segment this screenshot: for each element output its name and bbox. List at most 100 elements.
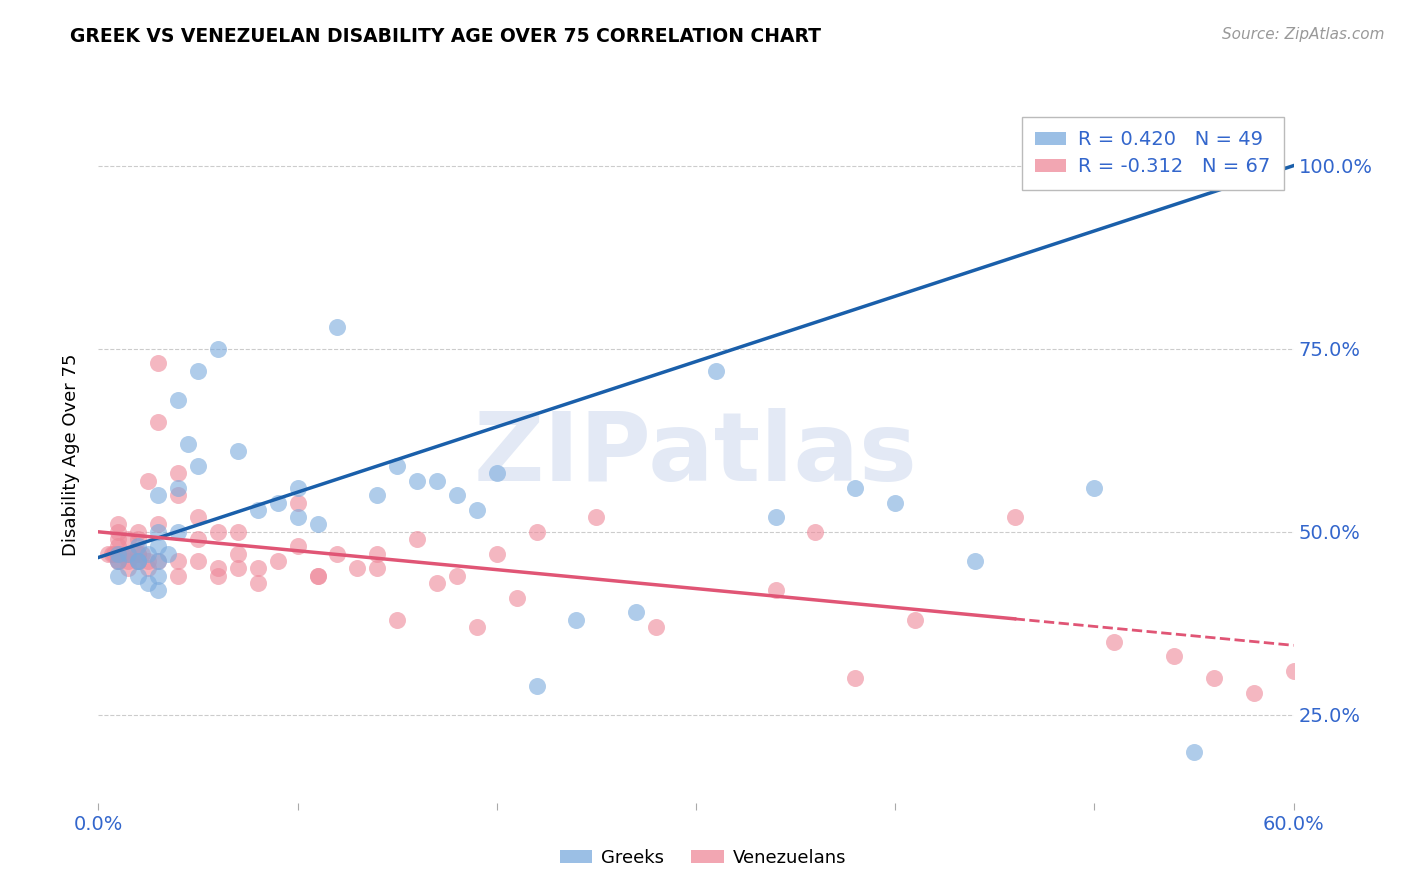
Point	[111, 547, 134, 561]
Point	[1083, 481, 1105, 495]
Point	[117, 532, 139, 546]
Point	[307, 517, 329, 532]
Point	[148, 415, 170, 429]
Point	[287, 510, 309, 524]
Point	[127, 554, 149, 568]
Point	[246, 561, 269, 575]
Point	[446, 488, 468, 502]
Point	[148, 488, 170, 502]
Point	[246, 576, 269, 591]
Point	[107, 554, 129, 568]
Point	[157, 547, 180, 561]
Point	[136, 547, 159, 561]
Point	[127, 554, 149, 568]
Point	[127, 554, 149, 568]
Point	[107, 517, 129, 532]
Point	[226, 444, 249, 458]
Point	[127, 568, 149, 582]
Text: Source: ZipAtlas.com: Source: ZipAtlas.com	[1222, 27, 1385, 42]
Point	[645, 620, 668, 634]
Point	[148, 554, 170, 568]
Point	[187, 364, 209, 378]
Point	[267, 495, 290, 509]
Point	[426, 474, 449, 488]
Point	[844, 671, 866, 685]
Point	[226, 524, 249, 539]
Point	[148, 568, 170, 582]
Point	[148, 524, 170, 539]
Point	[704, 364, 727, 378]
Point	[148, 583, 170, 598]
Point	[187, 532, 209, 546]
Point	[565, 613, 588, 627]
Point	[127, 532, 149, 546]
Point	[506, 591, 529, 605]
Point	[107, 547, 129, 561]
Point	[167, 554, 190, 568]
Point	[385, 613, 409, 627]
Point	[844, 481, 866, 495]
Point	[136, 561, 159, 575]
Y-axis label: Disability Age Over 75: Disability Age Over 75	[62, 353, 80, 557]
Point	[107, 532, 129, 546]
Point	[804, 524, 827, 539]
Point	[117, 547, 139, 561]
Point	[107, 540, 129, 554]
Point	[148, 356, 170, 370]
Point	[626, 606, 648, 620]
Point	[326, 547, 349, 561]
Point	[97, 547, 120, 561]
Point	[326, 319, 349, 334]
Point	[107, 524, 129, 539]
Point	[267, 554, 290, 568]
Point	[207, 568, 229, 582]
Point	[1243, 686, 1265, 700]
Point	[127, 554, 149, 568]
Point	[246, 503, 269, 517]
Point	[136, 554, 159, 568]
Point	[485, 467, 508, 481]
Point	[187, 554, 209, 568]
Point	[307, 568, 329, 582]
Point	[884, 495, 907, 509]
Point	[101, 547, 124, 561]
Legend: R = 0.420   N = 49, R = -0.312   N = 67: R = 0.420 N = 49, R = -0.312 N = 67	[1022, 117, 1284, 190]
Point	[1163, 649, 1185, 664]
Point	[226, 547, 249, 561]
Point	[148, 540, 170, 554]
Point	[465, 620, 488, 634]
Point	[406, 474, 429, 488]
Point	[307, 568, 329, 582]
Text: ZIPatlas: ZIPatlas	[474, 409, 918, 501]
Point	[1322, 693, 1344, 707]
Point	[904, 613, 927, 627]
Point	[167, 568, 190, 582]
Point	[107, 568, 129, 582]
Point	[167, 488, 190, 502]
Point	[207, 342, 229, 356]
Point	[287, 495, 309, 509]
Point	[366, 488, 388, 502]
Point	[167, 467, 190, 481]
Point	[366, 561, 388, 575]
Point	[1282, 664, 1305, 678]
Point	[207, 561, 229, 575]
Point	[131, 547, 153, 561]
Point	[1104, 634, 1126, 648]
Point	[963, 554, 986, 568]
Point	[167, 524, 190, 539]
Point	[207, 524, 229, 539]
Point	[1182, 745, 1205, 759]
Point	[167, 392, 190, 407]
Point	[585, 510, 607, 524]
Point	[426, 576, 449, 591]
Point	[107, 554, 129, 568]
Point	[226, 561, 249, 575]
Point	[385, 458, 409, 473]
Point	[127, 540, 149, 554]
Point	[765, 583, 787, 598]
Point	[117, 547, 139, 561]
Point	[346, 561, 368, 575]
Point	[148, 554, 170, 568]
Point	[107, 554, 129, 568]
